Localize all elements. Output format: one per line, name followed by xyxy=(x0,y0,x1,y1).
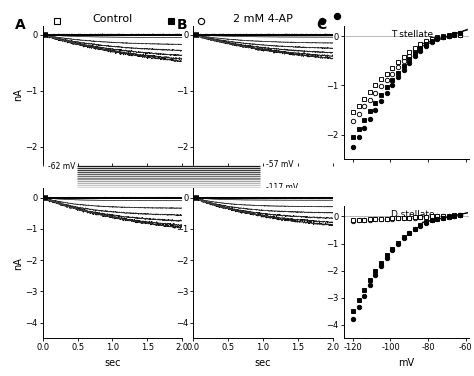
Text: C: C xyxy=(316,18,326,32)
Y-axis label: nA: nA xyxy=(13,88,23,101)
Text: A: A xyxy=(15,18,26,32)
Text: D stellate: D stellate xyxy=(392,209,435,218)
Title: 2 mM 4-AP: 2 mM 4-AP xyxy=(233,14,293,24)
Text: -62 mV: -62 mV xyxy=(48,162,76,171)
Text: B: B xyxy=(176,18,187,32)
Text: -117 mV: -117 mV xyxy=(266,183,298,192)
Text: T stellate: T stellate xyxy=(392,30,433,39)
X-axis label: sec: sec xyxy=(255,358,271,368)
Y-axis label: nA: nA xyxy=(13,257,23,270)
Title: Control: Control xyxy=(92,14,133,24)
Text: -57 mV: -57 mV xyxy=(266,160,293,169)
X-axis label: sec: sec xyxy=(104,358,121,368)
X-axis label: mV: mV xyxy=(398,358,414,368)
